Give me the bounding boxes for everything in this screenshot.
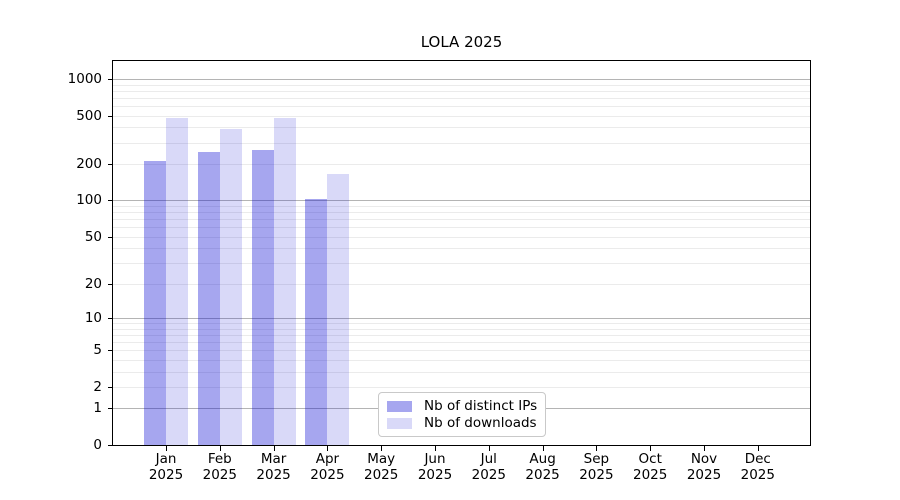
axis-spine-left — [112, 60, 113, 446]
x-axis-tick-mark — [435, 446, 436, 451]
y-axis-tick-mark — [108, 350, 113, 352]
x-axis-tick-label: Oct 2025 — [633, 451, 668, 483]
y-axis-tick-label: 1000 — [67, 70, 102, 87]
gridline-minor — [113, 386, 810, 388]
legend-swatch-downloads-icon — [387, 418, 412, 429]
x-axis-tick-mark — [757, 446, 759, 451]
legend: Nb of distinct IPs Nb of downloads — [378, 392, 546, 437]
y-axis-tick-mark — [108, 283, 113, 285]
x-axis-tick-mark — [596, 446, 598, 451]
x-axis-tick-mark — [273, 446, 275, 451]
gridline-minor — [113, 334, 810, 336]
y-axis-tick-label: 20 — [84, 275, 102, 292]
gridline-minor — [113, 350, 810, 352]
bar-nb-of-downloads-mar — [273, 118, 296, 445]
y-axis-tick-label: 1 — [93, 400, 102, 417]
gridline-minor — [113, 219, 810, 221]
x-axis-tick-label: Jan 2025 — [148, 451, 184, 483]
legend-item-distinct-ips: Nb of distinct IPs — [387, 398, 545, 415]
y-axis-tick-label: 5 — [93, 342, 102, 359]
x-axis-tick-label: Sep 2025 — [579, 451, 614, 483]
x-axis-tick-mark — [166, 446, 167, 451]
gridline-minor — [113, 97, 810, 99]
gridline-minor — [113, 227, 810, 229]
gridline-minor — [113, 115, 810, 117]
bar-nb-of-downloads-apr — [327, 173, 350, 445]
x-axis-tick-mark — [542, 446, 544, 451]
x-axis-tick-mark — [488, 446, 490, 451]
x-axis-tick-label: Dec 2025 — [740, 451, 775, 483]
x-axis-tick-mark — [381, 446, 383, 451]
y-axis-tick-label: 100 — [76, 192, 102, 209]
y-axis-tick-label: 0 — [93, 437, 102, 453]
gridline-minor — [113, 84, 810, 86]
gridline-minor — [113, 323, 810, 324]
y-axis-tick-mark — [108, 200, 113, 202]
axis-spine-top — [112, 60, 811, 61]
y-axis-tick-mark — [108, 115, 113, 117]
gridline-minor — [113, 105, 810, 107]
gridline-minor — [113, 359, 810, 361]
x-axis-tick-label: Jul 2025 — [471, 451, 506, 483]
gridline-minor — [113, 205, 810, 207]
bar-nb-of-distinct-ips-apr — [305, 198, 328, 445]
gridline-minor — [113, 371, 810, 373]
x-axis-tick-label: Jun 2025 — [417, 451, 453, 483]
x-axis-tick-label: Aug 2025 — [525, 451, 560, 483]
gridline-major — [113, 200, 810, 202]
y-axis-tick-label: 50 — [84, 228, 102, 245]
bar-nb-of-distinct-ips-jan — [144, 160, 166, 445]
y-axis-tick-mark — [108, 317, 113, 319]
y-axis-tick-label: 2 — [93, 378, 102, 395]
y-axis-tick-label: 500 — [76, 107, 102, 124]
gridline-minor — [113, 263, 810, 265]
x-axis-tick-mark — [704, 446, 705, 451]
gridline-minor — [113, 328, 810, 330]
legend-swatch-distinct-ips-icon — [387, 401, 412, 412]
gridline-minor — [113, 164, 810, 165]
x-axis-tick-label: Mar 2025 — [256, 451, 291, 483]
x-axis-tick-label: May 2025 — [364, 451, 399, 483]
bar-nb-of-distinct-ips-feb — [197, 152, 220, 445]
chart-title: LOLA 2025 — [420, 33, 503, 51]
axis-spine-bottom — [112, 445, 811, 446]
axis-spine-right — [810, 60, 811, 446]
y-axis-tick-mark — [108, 408, 113, 410]
y-axis-tick-mark — [108, 445, 113, 446]
x-axis-tick-label: Feb 2025 — [202, 451, 237, 483]
gridline-minor — [113, 248, 810, 250]
y-axis-tick-label: 200 — [76, 156, 102, 172]
y-axis-tick-mark — [108, 236, 113, 238]
y-axis-tick-mark — [108, 386, 113, 388]
gridline-minor — [113, 283, 810, 285]
bar-nb-of-distinct-ips-mar — [251, 149, 274, 445]
y-axis-tick-mark — [108, 78, 113, 80]
x-axis-tick-mark — [219, 446, 221, 451]
gridline-minor — [113, 127, 810, 129]
legend-label-distinct-ips: Nb of distinct IPs — [424, 398, 538, 414]
bar-nb-of-downloads-jan — [166, 118, 188, 445]
gridline-minor — [113, 90, 810, 92]
legend-label-downloads: Nb of downloads — [424, 415, 537, 431]
x-axis-tick-mark — [650, 446, 652, 451]
legend-item-downloads: Nb of downloads — [387, 415, 545, 432]
y-axis-tick-label: 10 — [84, 309, 102, 326]
gridline-major — [113, 78, 810, 80]
gridline-minor — [113, 142, 810, 144]
gridline-minor — [113, 212, 810, 214]
y-axis-tick-mark — [108, 164, 113, 165]
bar-nb-of-downloads-feb — [219, 128, 242, 445]
gridline-minor — [113, 341, 810, 343]
x-axis-tick-label: Nov 2025 — [686, 451, 722, 483]
x-axis-tick-label: Apr 2025 — [310, 451, 345, 483]
gridline-minor — [113, 236, 810, 238]
gridline-major — [113, 317, 810, 319]
x-axis-tick-mark — [327, 446, 329, 451]
plot-area — [113, 61, 810, 445]
